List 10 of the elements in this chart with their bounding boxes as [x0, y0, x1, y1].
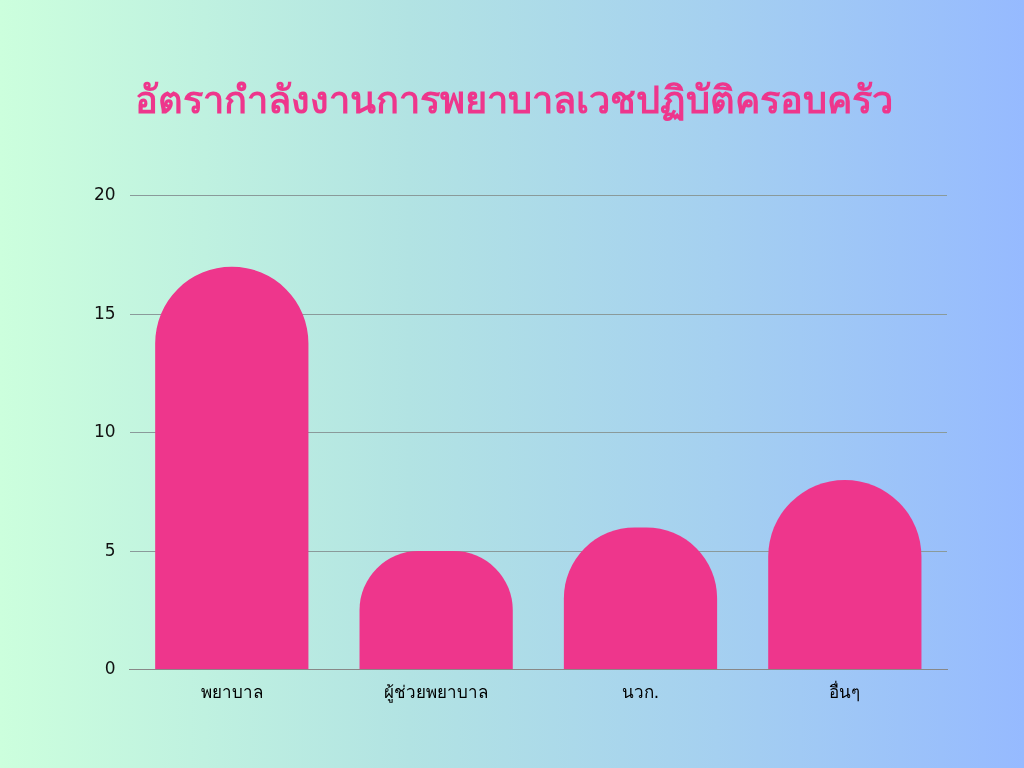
y-tick-label: 10	[93, 421, 116, 442]
y-tick-label: 15	[93, 302, 116, 323]
x-tick-label: พยาบาล	[200, 682, 263, 703]
x-tick-label: นวก.	[621, 682, 660, 703]
x-tick-label: อื่นๆ	[829, 680, 861, 703]
y-tick-label: 5	[104, 539, 116, 560]
y-tick-label: 20	[93, 184, 116, 205]
x-tick-label: ผู้ช่วยพยาบาล	[384, 682, 489, 704]
chart-title: อัตรากำลังงานการพยาบาลเวชปฏิบัติครอบครัว	[134, 77, 893, 122]
y-tick-label: 0	[104, 658, 116, 679]
